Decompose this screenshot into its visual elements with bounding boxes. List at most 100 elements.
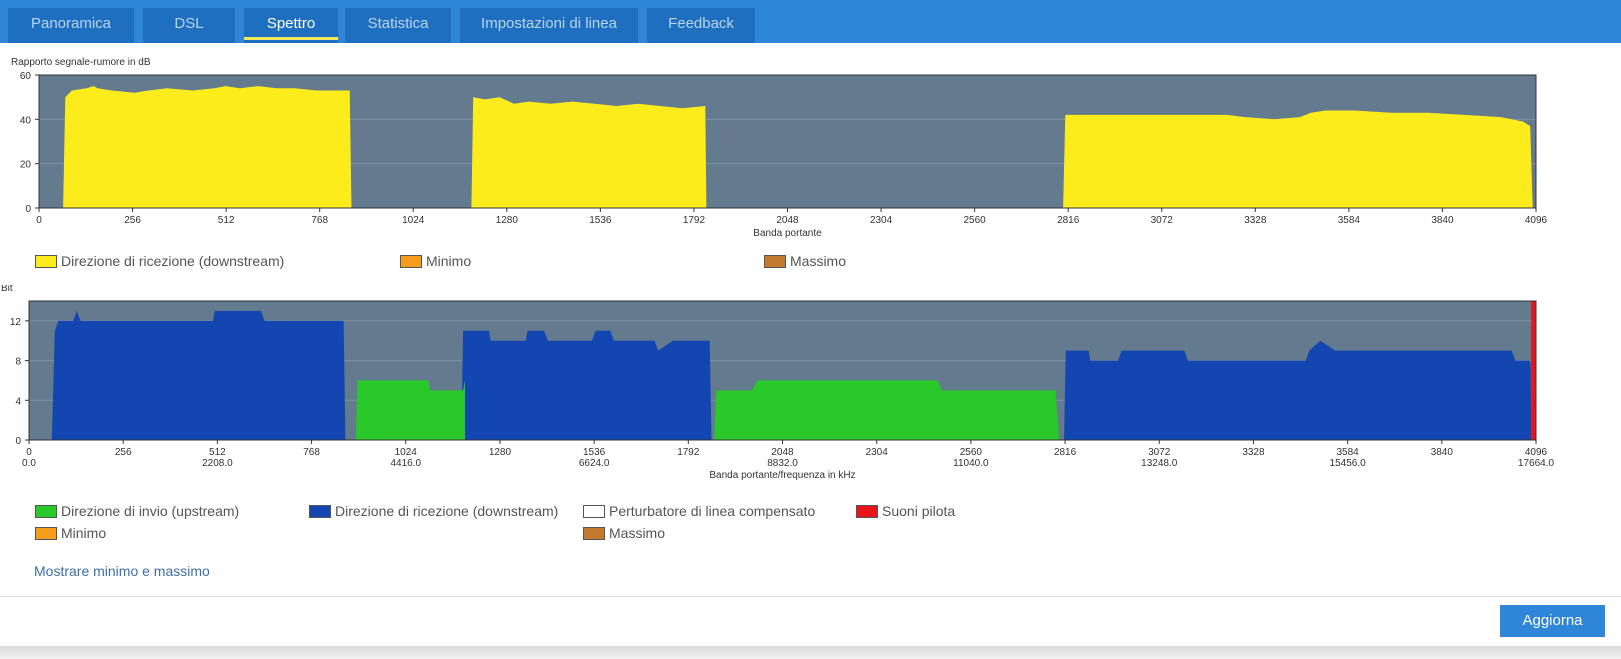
x-tick-label: 2816 [1057,215,1080,226]
series-area [63,86,352,208]
x-axis-title: Banda portante/frequenza in kHz [709,470,855,481]
tab-bar: Panoramica DSL Spettro Statistica Impost… [0,0,1621,43]
legend-label: Minimo [426,253,472,269]
y-tick-label: 12 [10,317,22,328]
show-min-max-link[interactable]: Mostrare minimo e massimo [34,563,210,579]
x-freq-label: 13248.0 [1141,458,1178,469]
x-tick-label: 4096 [1525,215,1548,226]
x-tick-label: 2304 [866,447,889,458]
bottom-shadow [0,646,1621,659]
x-tick-label: 1792 [683,215,706,226]
tab-feedback[interactable]: Feedback [647,8,755,43]
legend-snr-maximum: Massimo [764,253,846,269]
x-tick-label: 3328 [1242,447,1265,458]
x-tick-label: 2304 [870,215,893,226]
legend-swatch [400,254,422,268]
legend-swatch [35,254,57,268]
legend-label: Perturbatore di linea compensato [609,503,816,519]
x-tick-label: 2816 [1054,447,1077,458]
y-axis-title: Rapporto segnale-rumore in dB [11,57,151,68]
legend-swatch [764,254,786,268]
tab-spettro[interactable]: Spettro [244,8,338,43]
legend-swatch [583,504,605,518]
spectrum-panel: Rapporto segnale-rumore in dB 0 20 40 60 0 256… [0,43,1621,595]
tab-statistica[interactable]: Statistica [345,8,451,43]
y-tick-label: 0 [25,204,31,215]
series-area [355,380,465,440]
legend-snr-minimum: Minimo [400,253,471,269]
x-tick-label: 3072 [1148,447,1171,458]
legend-bits-pilot: Suoni pilota [856,503,955,519]
x-tick-label: 1024 [395,447,418,458]
x-freq-label: 6624.0 [579,458,610,469]
legend-swatch [35,526,57,540]
legend-label: Massimo [609,525,666,541]
series-area [461,330,712,440]
y-tick-label: 60 [20,71,32,82]
legend-snr-downstream: Direzione di ricezione (downstream) [35,253,284,269]
legend-swatch [583,526,605,540]
series-area [471,97,707,208]
y-tick-label: 4 [15,396,21,407]
y-tick-label: 8 [15,357,21,368]
y-axis-title: Bit [1,285,13,294]
series-area [1063,110,1533,208]
legend-swatch [309,504,331,518]
legend-bits-downstream: Direzione di ricezione (downstream) [309,503,558,519]
tab-label: DSL [174,15,204,32]
x-tick-label: 1792 [677,447,700,458]
legend-swatch [35,504,57,518]
x-tick-label: 2048 [776,215,799,226]
legend-bits-upstream: Direzione di invio (upstream) [35,503,239,519]
series-area [51,310,346,440]
tab-label: Impostazioni di linea [481,15,617,32]
tab-label: Statistica [367,15,429,32]
y-tick-label: 0 [15,436,21,447]
x-tick-label: 1280 [496,215,519,226]
y-tick-label: 40 [20,115,32,126]
x-tick-label: 2048 [771,447,794,458]
tab-panoramica[interactable]: Panoramica [8,8,134,43]
active-tab-indicator [244,37,338,40]
x-tick-label: 4096 [1525,447,1548,458]
x-tick-label: 1536 [583,447,606,458]
legend-label: Direzione di invio (upstream) [61,503,240,519]
x-tick-label: 3072 [1151,215,1174,226]
legend-bits-minimum: Minimo [35,525,106,541]
legend-label: Direzione di ricezione (downstream) [335,503,559,519]
legend-swatch [856,504,878,518]
x-tick-label: 0 [36,215,42,226]
legend-label: Direzione di ricezione (downstream) [61,253,285,269]
legend-label: Minimo [61,525,107,541]
series-area [1531,301,1536,440]
bits-chart: Bit 0 4 8 12 0 256 512 768 1024 1280 1536 1792 2048 23… [1,285,1555,481]
legend-label: Suoni pilota [882,503,956,519]
x-tick-label: 3840 [1431,215,1454,226]
divider [0,596,1621,597]
series-area [1064,340,1532,440]
x-tick-label: 3584 [1337,447,1360,458]
x-tick-label: 3584 [1338,215,1361,226]
snr-chart: Rapporto segnale-rumore in dB 0 20 40 60 0 256… [11,57,1548,239]
tab-dsl[interactable]: DSL [143,8,235,43]
x-tick-label: 1536 [589,215,612,226]
legend-bits-crosstalk: Perturbatore di linea compensato [583,503,815,519]
x-freq-label: 8832.0 [767,458,798,469]
x-tick-label: 2560 [964,215,987,226]
x-tick-label: 256 [115,447,132,458]
x-tick-label: 3840 [1431,447,1454,458]
tab-label: Spettro [266,15,316,32]
x-freq-label: 17664.0 [1518,458,1555,469]
y-tick-label: 20 [20,160,32,171]
x-tick-label: 1024 [402,215,425,226]
refresh-button[interactable]: Aggiorna [1500,605,1605,637]
legend-bits-maximum: Massimo [583,525,665,541]
x-freq-label: 2208.0 [202,458,233,469]
tab-label: Panoramica [30,15,112,32]
x-tick-label: 768 [303,447,320,458]
x-tick-label: 512 [209,447,226,458]
tab-impostazioni-di-linea[interactable]: Impostazioni di linea [460,8,638,43]
legend-label: Massimo [790,253,847,269]
x-tick-label: 3328 [1244,215,1267,226]
x-freq-label: 4416.0 [390,458,421,469]
